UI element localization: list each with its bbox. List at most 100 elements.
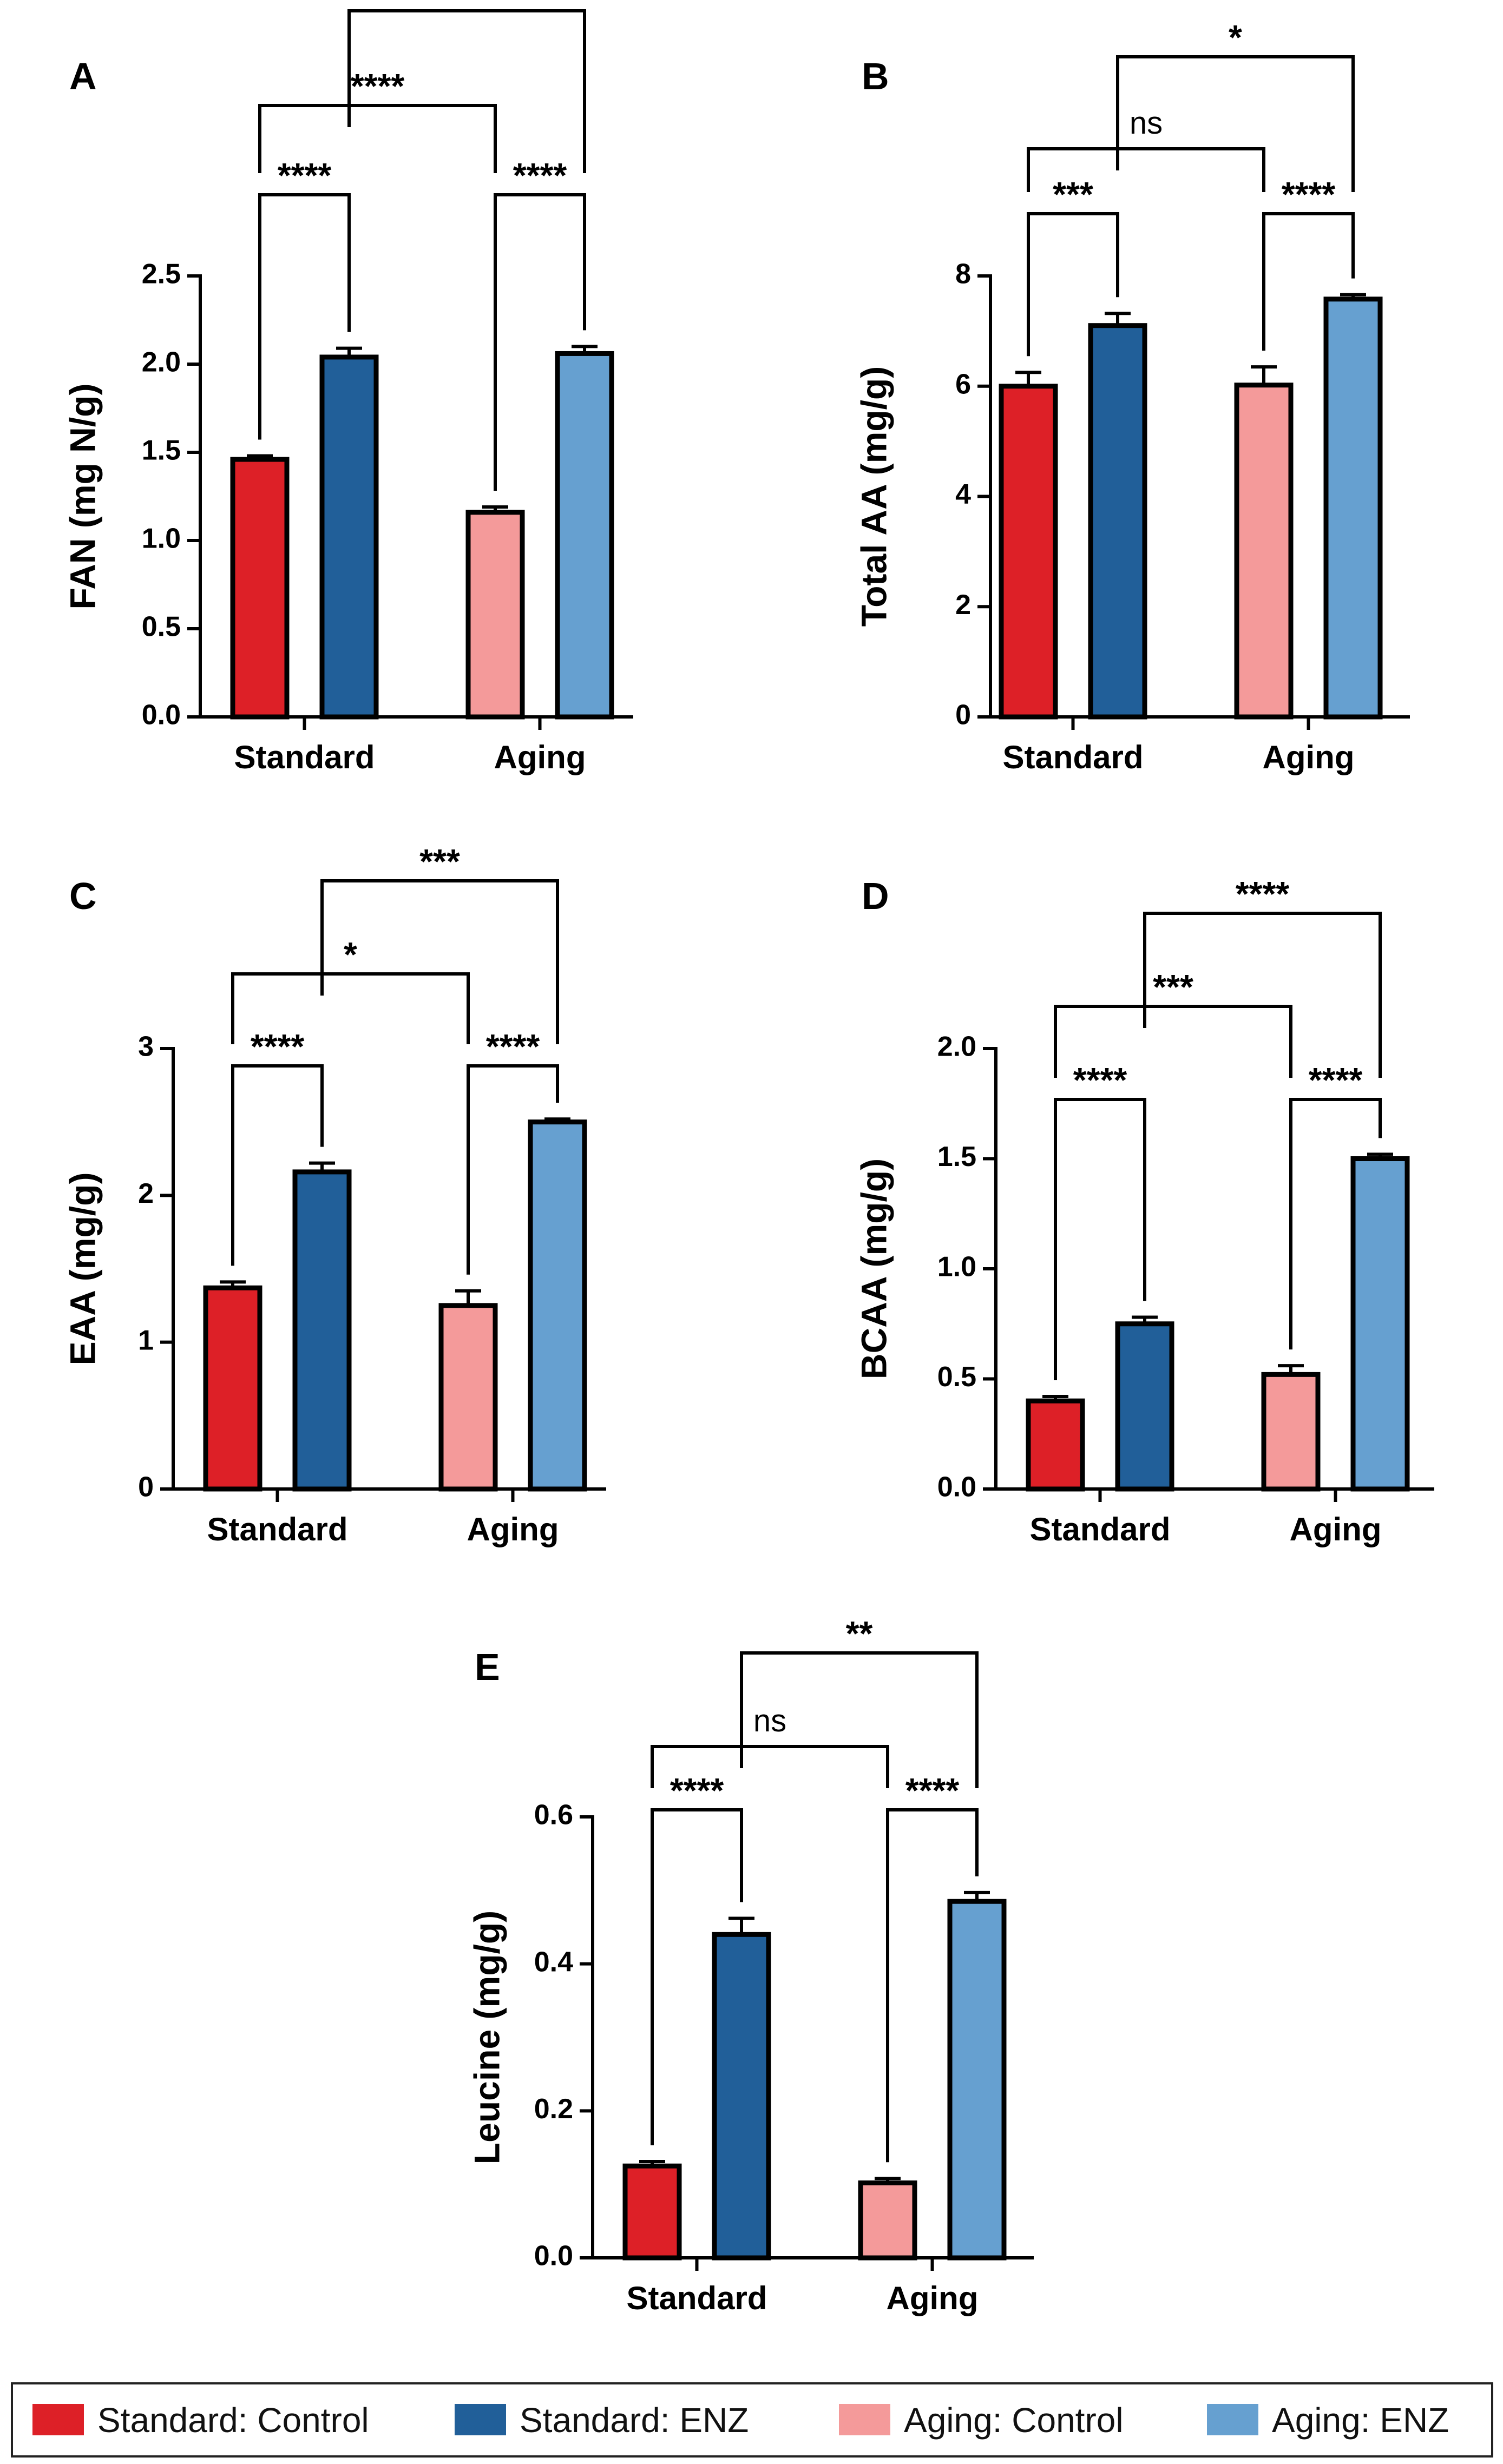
bar [1115,1321,1174,1492]
significance-label: **** [1236,874,1290,913]
y-tick-label: 8 [955,259,971,290]
y-tick-label: 2.5 [142,259,181,290]
significance-bracket [1116,55,1355,192]
y-tick-label: 6 [955,368,971,400]
significance-label: **** [486,1027,540,1066]
bar [230,457,290,720]
y-tick-label: 1.5 [937,1141,976,1172]
significance-bracket [258,104,497,173]
y-tick-label: 0.0 [534,2241,573,2272]
x-category-label: Standard [1029,1511,1170,1547]
y-tick-label: 1 [138,1325,154,1356]
significance-bracket [1054,1005,1292,1078]
x-category-label: Standard [207,1511,347,1547]
x-category-label: Standard [1002,739,1143,775]
y-tick-label: 0.0 [937,1472,976,1503]
bar [1261,1372,1321,1492]
legend-swatch [455,2404,506,2435]
legend-item: Aging: ENZ [1207,2401,1449,2440]
legend-swatch [32,2404,84,2435]
legend: Standard: Control Standard: ENZ Aging: Con… [11,2382,1493,2458]
panel-letter: C [69,875,97,917]
significance-bracket [231,1064,324,1266]
significance-label: * [1229,18,1242,57]
y-tick-label: 1.0 [937,1251,976,1283]
bar [1088,323,1147,720]
y-tick-label: 2 [138,1178,154,1209]
significance-label: ns [450,0,483,3]
significance-label: *** [419,842,460,881]
significance-label: * [344,935,357,974]
significance-bracket [651,1745,889,1788]
x-category-label: Aging [887,2280,979,2316]
significance-bracket [231,972,470,1044]
bar [1234,383,1294,720]
y-tick-label: 2 [955,589,971,621]
y-tick-label: 0.5 [142,611,181,643]
significance-label: **** [905,1771,960,1810]
x-category-label: Aging [1290,1511,1382,1547]
bar [622,2163,682,2261]
significance-label: ns [1130,106,1163,141]
significance-bracket [1027,212,1119,357]
legend-label: Standard: ENZ [520,2401,749,2440]
y-tick-label: 3 [138,1031,154,1063]
bar [1026,1398,1085,1492]
panel-letter: D [862,875,889,917]
significance-label: **** [1282,175,1336,214]
y-tick-label: 4 [955,479,971,510]
significance-bracket [1262,212,1355,351]
y-axis-label: FAN (mg N/g) [62,384,102,610]
legend-label: Standard: Control [97,2401,369,2440]
y-tick-label: 0.2 [534,2093,573,2125]
y-axis-label: BCAA (mg/g) [854,1158,894,1379]
panel-letter: A [69,55,97,97]
panel-d: D BCAA (mg/g) 0.0 0.5 1.0 1.5 2.0 Standard Aging… [854,874,1434,1547]
significance-label: **** [351,67,405,106]
bar [858,2180,917,2261]
y-tick-label: 0 [955,700,971,731]
legend-label: Aging: Control [904,2401,1124,2440]
panel-letter: B [862,55,889,97]
significance-label: ns [753,1703,786,1738]
panel-a: A FAN (mg N/g) 0.0 0.5 1.0 1.5 2.0 2.5 Standard A… [62,0,633,775]
y-tick-label: 2.0 [937,1031,976,1063]
bar [1323,297,1383,720]
significance-bracket [320,879,559,1044]
y-tick-label: 0.5 [937,1361,976,1393]
significance-label: ** [846,1614,873,1653]
significance-label: *** [1153,967,1193,1006]
bar [465,510,525,720]
bar [555,351,614,720]
bar [528,1119,587,1492]
significance-bracket [1027,147,1265,192]
y-tick-label: 0.4 [534,1946,573,1978]
significance-label: **** [251,1027,305,1066]
y-tick-label: 1.0 [142,523,181,555]
legend-item: Standard: ENZ [455,2401,749,2440]
y-tick-label: 0 [138,1472,154,1503]
panel-e: E Leucine (mg/g) 0.0 0.2 0.4 0.6 Standard Aging… [467,1614,1034,2316]
significance-bracket [347,9,586,173]
significance-label: **** [670,1771,724,1810]
significance-bracket [1143,912,1382,1078]
y-tick-label: 0.6 [534,1800,573,1831]
bar [712,1932,771,2261]
bar [947,1899,1007,2261]
significance-bracket [651,1808,743,2146]
y-tick-label: 1.5 [142,435,181,466]
y-tick-label: 0.0 [142,700,181,731]
bar [1350,1156,1410,1492]
legend-swatch [1207,2404,1258,2435]
significance-bracket [1054,1098,1146,1381]
legend-label: Aging: ENZ [1272,2401,1449,2440]
y-axis-label: EAA (mg/g) [62,1172,102,1366]
y-tick-label: 2.0 [142,347,181,378]
x-category-label: Aging [494,739,586,775]
significance-bracket [258,193,351,440]
significance-bracket [740,1651,979,1788]
bar [999,384,1058,720]
legend-item: Aging: Control [839,2401,1124,2440]
